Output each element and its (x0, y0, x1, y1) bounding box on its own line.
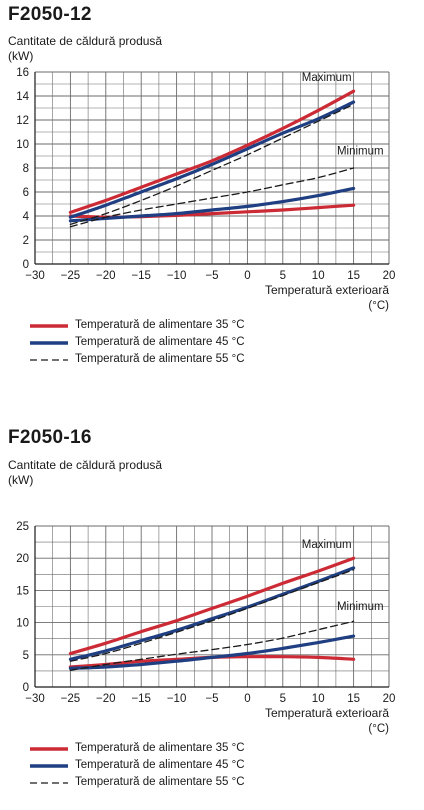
y-tick-label: 8 (23, 163, 29, 175)
y-tick-label: 10 (16, 618, 29, 630)
legend-swatch-45 (30, 764, 68, 768)
series-line-35-maximum (68, 89, 356, 214)
x-tick-label: −5 (205, 693, 218, 705)
x-tick-label: 15 (347, 693, 360, 705)
legend-swatch-55 (30, 359, 68, 361)
series-line-55-minimum (69, 167, 355, 228)
y-axis-unit: (kW) (8, 49, 34, 63)
legend-swatch-45 (30, 341, 68, 345)
y-axis-label: Cantitate de căldură produsă (8, 458, 163, 472)
model-title: F2050-12 (8, 4, 92, 25)
x-tick-label: −15 (131, 693, 151, 705)
y-tick-label: 12 (16, 115, 29, 127)
x-tick-label: 10 (312, 270, 325, 282)
annotation-minimum: Minimum (337, 601, 384, 613)
x-tick-label: −5 (205, 270, 218, 282)
x-tick-label: −25 (61, 270, 81, 282)
x-tick-label: −25 (61, 693, 81, 705)
chart-block-f2050-16: F2050-16 Cantitate de căldură produsă (k… (0, 425, 424, 810)
legend-swatch-35 (30, 324, 68, 328)
series-line-55-maximum (69, 103, 355, 226)
y-tick-label: 0 (23, 259, 29, 271)
y-tick-label: 10 (16, 139, 29, 151)
x-tick-label: −20 (96, 693, 116, 705)
x-tick-label: −30 (25, 270, 45, 282)
x-tick-label: −30 (25, 693, 45, 705)
x-tick-label: 20 (383, 270, 396, 282)
y-tick-label: 14 (16, 91, 29, 103)
series-line-45-minimum (68, 634, 356, 670)
x-tick-label: 20 (383, 693, 396, 705)
series-line-45-maximum (68, 100, 356, 219)
legend-swatch-35 (30, 747, 68, 751)
x-axis-unit: (°C) (368, 723, 389, 735)
annotation-maximum: Maximum (302, 72, 352, 84)
chart-block-f2050-12: F2050-12 Cantitate de căldură produsă (k… (8, 4, 396, 365)
legend-swatch-55 (30, 782, 68, 784)
x-axis-unit: (°C) (368, 300, 389, 312)
x-tick-label: 0 (244, 693, 250, 705)
x-tick-label: 5 (280, 270, 286, 282)
model-title: F2050-16 (8, 427, 92, 448)
y-axis-unit: (kW) (8, 473, 34, 487)
legend-label-35: Temperatură de alimentare 35 °C (75, 742, 245, 754)
y-tick-label: 5 (23, 650, 29, 662)
series-line-55-minimum (69, 620, 355, 671)
series-line-55-maximum (69, 569, 355, 662)
annotation-minimum: Minimum (337, 146, 384, 158)
series-line-45-maximum (68, 566, 356, 661)
y-tick-label: 6 (23, 187, 29, 199)
x-axis-label: Temperatură exterioară (265, 283, 389, 297)
x-tick-label: 10 (312, 693, 325, 705)
y-tick-label: 0 (23, 682, 29, 694)
y-tick-label: 25 (16, 521, 29, 533)
y-axis-label: Cantitate de căldură produsă (8, 34, 163, 48)
x-tick-label: −20 (96, 270, 116, 282)
y-tick-label: 16 (16, 67, 29, 79)
y-tick-label: 20 (16, 553, 29, 565)
legend-label-45: Temperatură de alimentare 45 °C (75, 759, 245, 771)
legend-label-55: Temperatură de alimentare 55 °C (75, 353, 245, 365)
line-chart-f2050-12: 0 2 4 6 8 10 12 14 16 −30 −25 −20 −15 −10 −5 0 5 10 15 20Te… (16, 67, 396, 312)
legend-label-55: Temperatură de alimentare 55 °C (75, 776, 245, 788)
x-tick-label: 5 (280, 693, 286, 705)
x-tick-label: 15 (347, 270, 360, 282)
y-tick-label: 2 (23, 235, 29, 247)
y-tick-label: 4 (23, 211, 30, 223)
y-tick-label: 15 (16, 585, 29, 597)
annotation-maximum: Maximum (302, 539, 352, 551)
series-line-45-minimum (68, 186, 356, 223)
x-tick-label: −10 (167, 270, 187, 282)
series-line-35-maximum (68, 556, 356, 656)
legend-label-35: Temperatură de alimentare 35 °C (75, 319, 245, 331)
x-tick-label: −10 (167, 693, 187, 705)
x-tick-label: 0 (244, 270, 250, 282)
legend-label-45: Temperatură de alimentare 45 °C (75, 336, 245, 348)
x-axis-label: Temperatură exterioară (265, 706, 389, 720)
x-tick-label: −15 (131, 270, 151, 282)
